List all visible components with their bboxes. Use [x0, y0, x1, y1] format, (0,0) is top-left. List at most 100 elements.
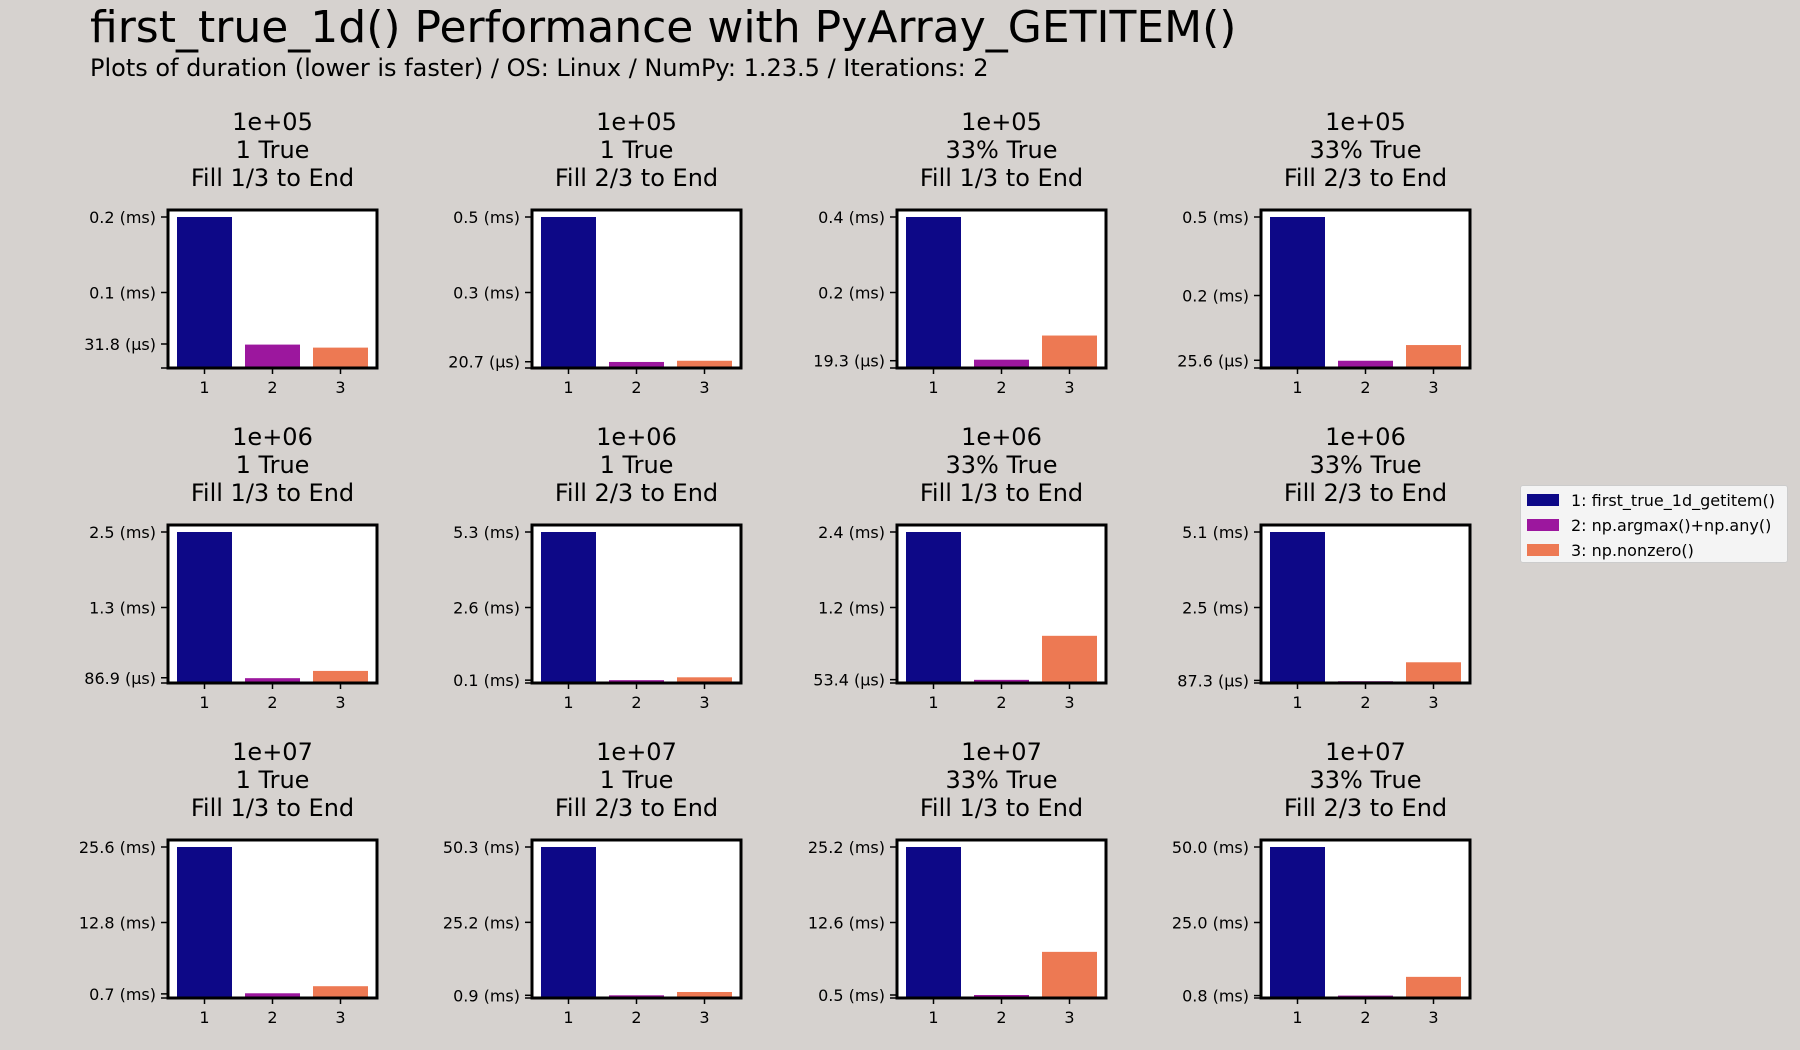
subplot-7-bar-3: [1042, 635, 1097, 683]
subplot-7-frame: [895, 523, 1108, 685]
subplot-11-ytick-label-1: 25.2 (ms): [808, 838, 885, 857]
subplot-7-xtick-label-3: 3: [1064, 693, 1074, 712]
subplot-9-ytick-label-2: 12.8 (ms): [79, 914, 156, 933]
subplot-6-xtick-label-2: 2: [631, 693, 641, 712]
subplot-1-frame: [166, 208, 379, 370]
legend-label-2: 2: np.argmax()+np.any(): [1571, 515, 1772, 535]
subplot-4-ytick-label-3: 25.6 (µs): [1177, 351, 1249, 370]
subplot-9-bar-1: [177, 847, 232, 998]
subplot-12-bar-1: [1270, 847, 1325, 998]
subplot-8-title-line-3: Fill 2/3 to End: [1284, 479, 1447, 507]
subplot-11-bar-1: [906, 847, 961, 998]
subplot-12-title-line-3: Fill 2/3 to End: [1284, 794, 1447, 822]
subplot-9-bar-3: [313, 986, 368, 998]
subplot-7-xtick-label-1: 1: [928, 693, 938, 712]
subplot-5-bar-2: [245, 678, 300, 683]
subplot-3-bar-3: [1042, 335, 1097, 368]
subplot-10-title-line-2: 1 True: [600, 766, 674, 794]
subplot-4-bar-1: [1270, 217, 1325, 368]
subplot-4-xtick-label-1: 1: [1292, 378, 1302, 397]
subplot-3-frame: [895, 208, 1108, 370]
subplot-1-bar-3: [313, 347, 368, 368]
subplot-12-ytick-label-3: 0.8 (ms): [1182, 987, 1249, 1006]
subplot-9-ytick-label-1: 25.6 (ms): [79, 838, 156, 857]
subplot-3-bar-2: [974, 359, 1029, 368]
subplot-6-bar-3: [677, 677, 732, 683]
subplot-9-xtick-label-3: 3: [335, 1008, 345, 1027]
subplot-10-bar-1: [541, 847, 596, 998]
subplot-11-bar-3: [1042, 951, 1097, 998]
subplot-1-bar-2: [245, 344, 300, 368]
subplot-2-title-line-1: 1e+05: [596, 108, 677, 136]
subplot-4-ytick-label-1: 0.5 (ms): [1182, 208, 1249, 227]
subplot-5-ytick-label-3: 86.9 (µs): [84, 669, 156, 688]
subplot-3-title-line-1: 1e+05: [961, 108, 1042, 136]
subplot-8-xtick-label-3: 3: [1428, 693, 1438, 712]
legend-item-1: 1: first_true_1d_getitem(): [1527, 490, 1775, 510]
subplot-7-ytick-label-1: 2.4 (ms): [818, 523, 885, 542]
subplot-5-title-line-2: 1 True: [236, 451, 310, 479]
subplot-1-ytick-label-3: 31.8 (µs): [84, 335, 156, 354]
subplot-6-title-line-3: Fill 2/3 to End: [555, 479, 718, 507]
subplot-6-title-line-1: 1e+06: [596, 423, 677, 451]
subplot-11-ytick-label-3: 0.5 (ms): [818, 986, 885, 1005]
subplot-7-title-line-1: 1e+06: [961, 423, 1042, 451]
subplot-6-ytick-label-3: 0.1 (ms): [453, 671, 520, 690]
subplot-4-ytick-label-2: 0.2 (ms): [1182, 287, 1249, 306]
subplot-7-xtick-label-2: 2: [996, 693, 1006, 712]
subplot-9-xtick-label-2: 2: [267, 1008, 277, 1027]
subplot-7-bar-2: [974, 679, 1029, 683]
subplot-9-title-line-2: 1 True: [236, 766, 310, 794]
subplot-5-ytick-label-1: 2.5 (ms): [89, 523, 156, 542]
subplot-7-title-line-2: 33% True: [946, 451, 1058, 479]
subplot-10-ytick-label-2: 25.2 (ms): [443, 913, 520, 932]
subplot-10-bar-3: [677, 991, 732, 998]
subplot-9-title-line-3: Fill 1/3 to End: [191, 794, 354, 822]
legend-swatch-2: [1527, 519, 1559, 531]
subplot-10-xtick-label-3: 3: [699, 1008, 709, 1027]
subplot-11-frame: [895, 838, 1108, 1000]
legend-item-3: 3: np.nonzero(): [1527, 540, 1694, 560]
subplot-2-ytick-label-1: 0.5 (ms): [453, 208, 520, 227]
subplot-12-xtick-label-2: 2: [1360, 1008, 1370, 1027]
subplot-8-bar-3: [1406, 662, 1461, 683]
subplot-12-frame: [1259, 838, 1472, 1000]
legend-label-3: 3: np.nonzero(): [1571, 540, 1694, 560]
legend-item-2: 2: np.argmax()+np.any(): [1527, 515, 1771, 535]
subplot-12-bar-3: [1406, 976, 1461, 998]
subplot-5-xtick-label-2: 2: [267, 693, 277, 712]
subplot-3-title-line-3: Fill 1/3 to End: [920, 164, 1083, 192]
subplot-12-ytick-label-2: 25.0 (ms): [1172, 914, 1249, 933]
subplot-10-ytick-label-1: 50.3 (ms): [443, 838, 520, 857]
subplot-8-xtick-label-2: 2: [1360, 693, 1370, 712]
subplot-7-ytick-label-3: 53.4 (µs): [813, 671, 885, 690]
subplot-12-xtick-label-3: 3: [1428, 1008, 1438, 1027]
subplot-4-xtick-label-2: 2: [1360, 378, 1370, 397]
subplot-11-xtick-label-2: 2: [996, 1008, 1006, 1027]
figure-title: first_true_1d() Performance with PyArray…: [90, 2, 1237, 53]
subplot-8-title-line-2: 33% True: [1310, 451, 1422, 479]
subplot-12-xtick-label-1: 1: [1292, 1008, 1302, 1027]
subplot-2-bar-1: [541, 217, 596, 368]
subplot-8-ytick-label-1: 5.1 (ms): [1182, 523, 1249, 542]
subplot-4-bar-3: [1406, 345, 1461, 368]
subplot-9-frame: [166, 838, 379, 1000]
subplot-2-bar-3: [677, 360, 732, 368]
subplot-10-xtick-label-1: 1: [563, 1008, 573, 1027]
subplot-3-ytick-label-2: 0.2 (ms): [818, 284, 885, 303]
subplot-12-ytick-label-1: 50.0 (ms): [1172, 838, 1249, 857]
subplot-1-ytick-label-1: 0.2 (ms): [89, 208, 156, 227]
subplot-11-title-line-1: 1e+07: [961, 738, 1042, 766]
subplot-5-ytick-label-2: 1.3 (ms): [89, 599, 156, 618]
subplot-1-xtick-label-3: 3: [335, 378, 345, 397]
subplot-1-xtick-label-2: 2: [267, 378, 277, 397]
subplot-6-ytick-label-1: 5.3 (ms): [453, 523, 520, 542]
subplot-4-bar-2: [1338, 360, 1393, 368]
subplot-4-frame: [1259, 208, 1472, 370]
subplot-6-ytick-label-2: 2.6 (ms): [453, 599, 520, 618]
subplot-6-frame: [530, 523, 743, 685]
subplot-4-title-line-2: 33% True: [1310, 136, 1422, 164]
subplot-1-bar-1: [177, 217, 232, 368]
subplot-5-title-line-1: 1e+06: [232, 423, 313, 451]
subplot-2-ytick-label-2: 0.3 (ms): [453, 284, 520, 303]
